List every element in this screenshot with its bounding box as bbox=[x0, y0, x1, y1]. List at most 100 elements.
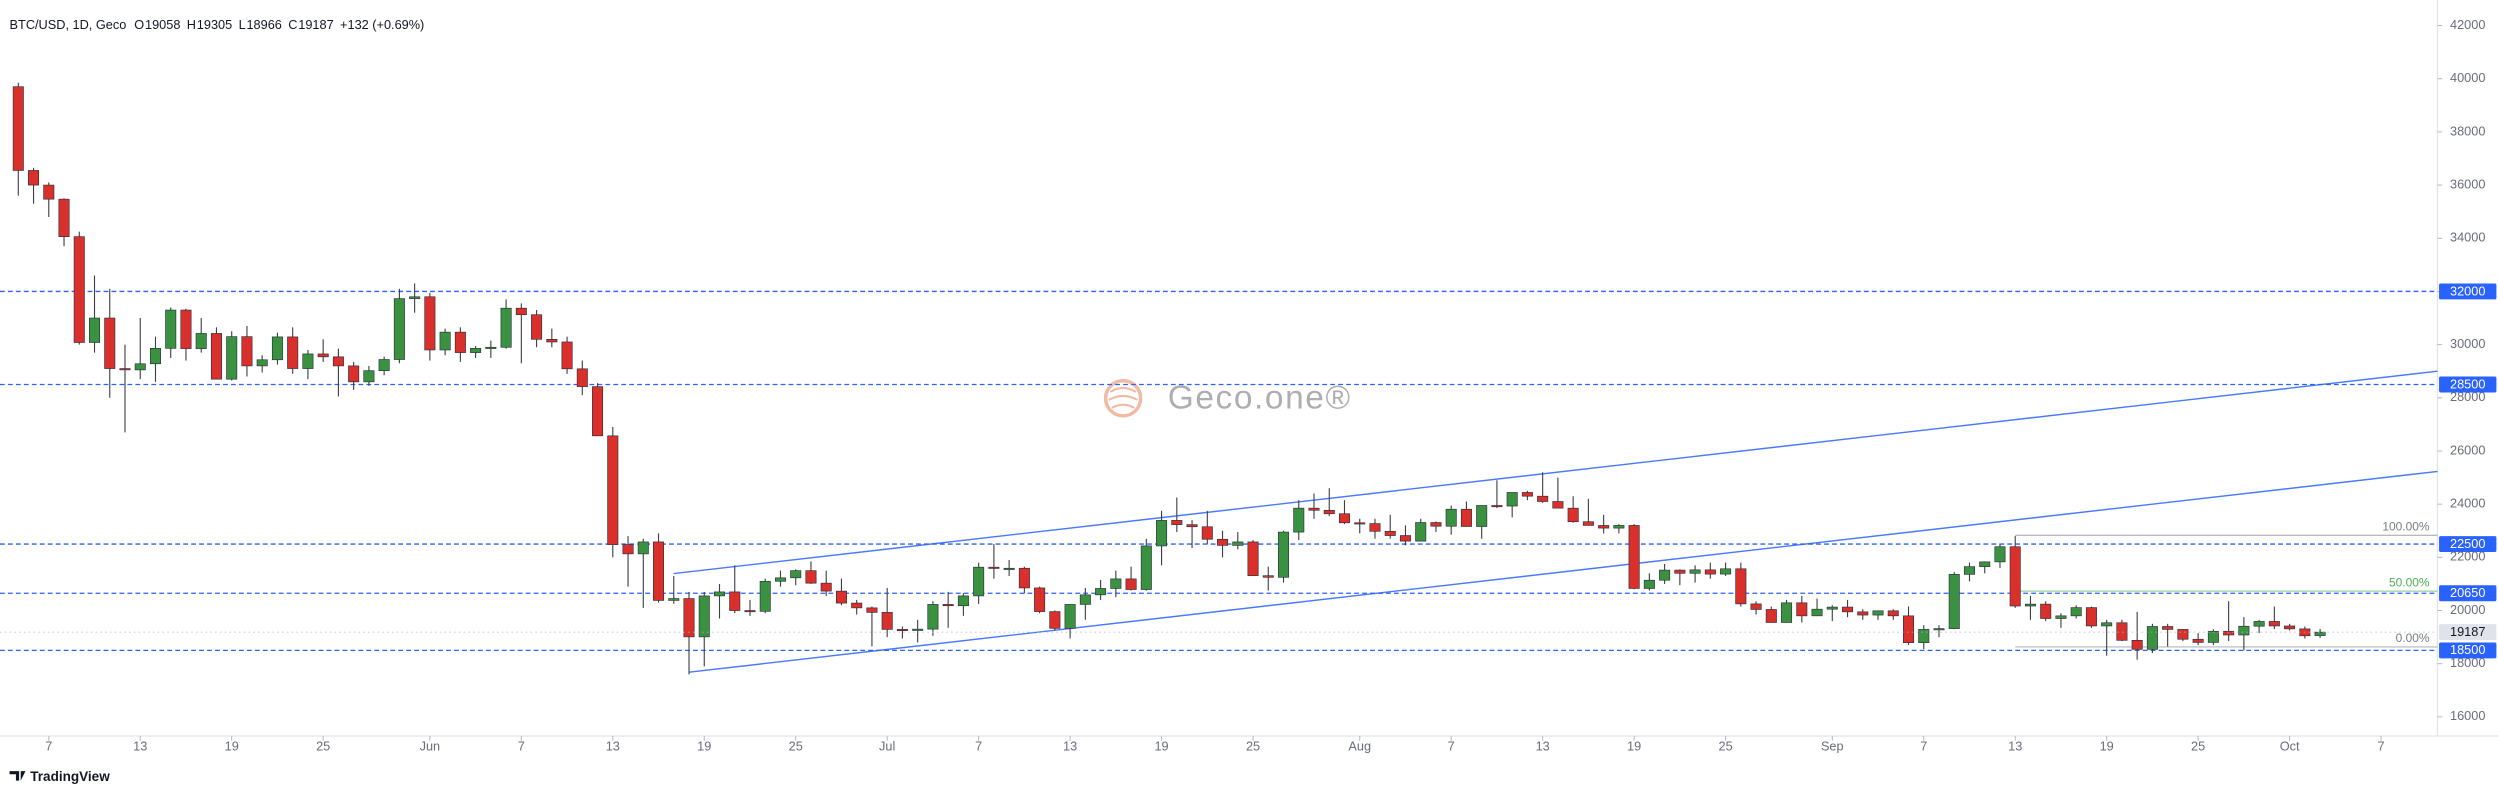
candle-body bbox=[1217, 538, 1229, 546]
candle-body bbox=[1704, 569, 1716, 575]
candle-body bbox=[774, 577, 786, 582]
candle-body bbox=[576, 368, 588, 387]
candle-body bbox=[973, 566, 985, 597]
candle-body bbox=[1491, 505, 1503, 508]
candle-body bbox=[454, 331, 466, 353]
candle-body bbox=[1842, 606, 1854, 613]
candle-body bbox=[317, 353, 329, 358]
candle-body bbox=[363, 370, 375, 383]
candle-body bbox=[1460, 508, 1472, 527]
x-tick-label: 19 bbox=[697, 739, 711, 754]
ohlc-key: C bbox=[288, 17, 297, 32]
y-tick-label: 18000 bbox=[2450, 655, 2485, 670]
candle-body bbox=[851, 602, 863, 609]
candle-body bbox=[637, 541, 649, 555]
x-tick-label: 19 bbox=[1627, 739, 1641, 754]
candle-body bbox=[1521, 492, 1533, 497]
candle-body bbox=[1811, 608, 1823, 617]
candle-body bbox=[1781, 602, 1793, 623]
level-label: 28500 bbox=[2450, 376, 2485, 391]
x-tick-label: 19 bbox=[2100, 739, 2114, 754]
candle-body bbox=[713, 591, 726, 597]
level-label-box bbox=[2439, 585, 2497, 602]
y-tick-label: 42000 bbox=[2450, 17, 2485, 32]
candle-body bbox=[881, 612, 893, 630]
x-tick-label: Oct bbox=[2280, 739, 2300, 754]
candle-body bbox=[2223, 630, 2235, 636]
candle-body bbox=[2253, 621, 2265, 627]
y-tick-label: 16000 bbox=[2450, 708, 2485, 723]
x-tick-label: 13 bbox=[606, 739, 620, 754]
candle-body bbox=[180, 309, 192, 349]
candle-body bbox=[759, 580, 771, 612]
candle-body bbox=[1659, 569, 1671, 581]
candle-body bbox=[2070, 607, 2082, 617]
x-tick-label: Aug bbox=[1348, 739, 1371, 754]
candle-body bbox=[424, 296, 436, 351]
symbol: BTC/USD, 1D, Geco bbox=[10, 17, 127, 32]
candle-body bbox=[1125, 578, 1137, 590]
candle-body bbox=[2162, 626, 2174, 630]
x-tick-label: Sep bbox=[1821, 739, 1844, 754]
candle-body bbox=[1918, 629, 1930, 644]
candle-body bbox=[1887, 610, 1899, 617]
candle-body bbox=[1643, 579, 1655, 589]
candle-body bbox=[393, 298, 405, 360]
candle-body bbox=[1994, 546, 2006, 563]
y-tick-label: 36000 bbox=[2450, 176, 2485, 191]
candle-body bbox=[1872, 610, 1884, 616]
x-tick-label: 13 bbox=[1063, 739, 1077, 754]
brand: TradingView bbox=[9, 769, 110, 784]
candle-body bbox=[1384, 530, 1396, 536]
candle-body bbox=[790, 570, 802, 579]
candle-body bbox=[1948, 574, 1960, 629]
x-tick-label: 7 bbox=[975, 739, 982, 754]
fib-label: 50.00% bbox=[2389, 575, 2430, 589]
candle-body bbox=[89, 317, 101, 343]
x-tick-label: 13 bbox=[133, 739, 147, 754]
fib-label: 0.00% bbox=[2396, 631, 2430, 645]
candle-body bbox=[1338, 513, 1350, 524]
candle-body bbox=[942, 604, 954, 607]
level-label: 20650 bbox=[2450, 585, 2485, 600]
candle-body bbox=[1979, 561, 1991, 567]
candle-body bbox=[1247, 541, 1259, 577]
watermark-logo-lines bbox=[1108, 386, 1138, 409]
candle-body bbox=[134, 363, 146, 371]
candle-body bbox=[1689, 569, 1701, 574]
x-tick-label: 25 bbox=[789, 739, 803, 754]
candle-body bbox=[515, 307, 527, 316]
candle-body bbox=[1110, 578, 1122, 589]
x-tick-label: 7 bbox=[2378, 739, 2385, 754]
candle-body bbox=[561, 341, 573, 370]
candle-body bbox=[1034, 587, 1046, 612]
ohlc-value: 19187 bbox=[298, 17, 333, 32]
candle-body bbox=[1323, 509, 1335, 515]
candle-body bbox=[744, 610, 756, 613]
x-tick-label: 25 bbox=[1718, 739, 1732, 754]
candle-body bbox=[241, 336, 253, 367]
candle-body bbox=[2116, 622, 2128, 641]
y-tick-label: 40000 bbox=[2450, 70, 2485, 85]
candle-body bbox=[28, 170, 40, 186]
candle-body bbox=[1720, 568, 1732, 575]
candle-body bbox=[1598, 525, 1610, 529]
candle-body bbox=[1506, 492, 1518, 507]
candle-body bbox=[2131, 639, 2143, 650]
level-label-box bbox=[2439, 642, 2497, 659]
candle-body bbox=[1796, 602, 1808, 617]
candle-body bbox=[927, 604, 939, 630]
x-tick-label: 19 bbox=[1154, 739, 1168, 754]
brand-text: TradingView bbox=[30, 769, 110, 784]
candle-body bbox=[1750, 603, 1762, 610]
candle-body bbox=[500, 307, 512, 348]
candle-body bbox=[348, 365, 360, 383]
level-label-box bbox=[2439, 283, 2497, 300]
candle-body bbox=[2314, 631, 2326, 636]
change: +132 (+0.69%) bbox=[340, 17, 424, 32]
candle-body bbox=[1552, 501, 1564, 509]
candle-body bbox=[409, 296, 421, 299]
candle-body bbox=[896, 629, 908, 632]
